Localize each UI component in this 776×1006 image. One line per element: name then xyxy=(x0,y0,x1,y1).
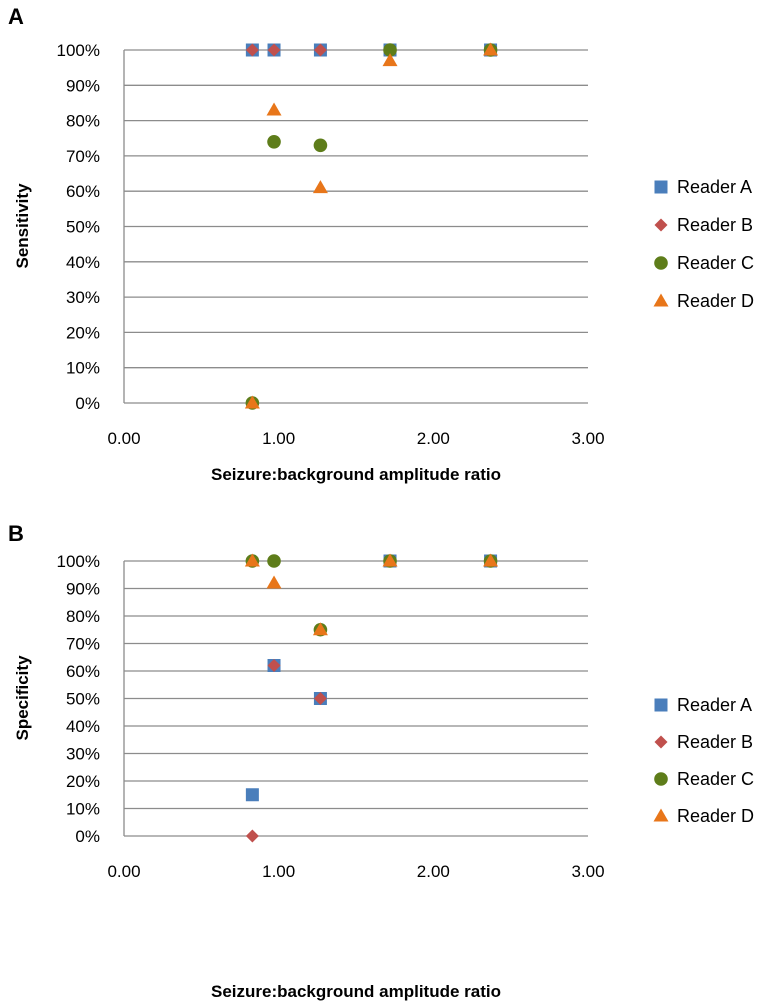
data-point-circle xyxy=(267,554,281,568)
y-tick-label: 30% xyxy=(66,745,100,764)
legend-label: Reader A xyxy=(677,695,752,715)
x-tick-label: 3.00 xyxy=(571,429,604,448)
x-tick-labels-b: 0.00 1.00 2.00 3.00 xyxy=(107,862,604,881)
data-point-triangle xyxy=(382,53,398,67)
data-point-diamond xyxy=(267,43,281,57)
y-tick-label: 40% xyxy=(66,253,100,272)
chart-panel-b: B 0% 10% 20% 30% 40% 50% 60% 70% 80% 90% 100% 0.00… xyxy=(8,521,754,1001)
data-point-triangle xyxy=(244,553,260,567)
legend-marker-circle xyxy=(654,256,668,270)
data-point-circle xyxy=(383,43,397,57)
x-tick-label: 2.00 xyxy=(417,429,450,448)
y-tick-label: 50% xyxy=(66,690,100,709)
x-tick-label: 1.00 xyxy=(262,429,295,448)
legend-label: Reader C xyxy=(677,769,754,789)
legend-item: Reader B xyxy=(654,732,753,752)
data-point-diamond xyxy=(313,692,327,705)
legend-label: Reader C xyxy=(677,253,754,273)
legend-marker-square xyxy=(654,698,668,712)
legend-label: Reader D xyxy=(677,806,754,826)
x-tick-labels-a: 0.00 1.00 2.00 3.00 xyxy=(107,429,604,448)
grid-b xyxy=(123,560,588,837)
x-axis-title-b: Seizure:background amplitude ratio xyxy=(211,982,501,1001)
y-tick-label: 90% xyxy=(66,580,100,599)
legend-a: Reader A Reader B Reader C Reader D xyxy=(653,177,754,311)
y-tick-label: 20% xyxy=(66,772,100,791)
y-axis-title-a: Sensitivity xyxy=(13,183,32,269)
y-tick-labels-b: 0% 10% 20% 30% 40% 50% 60% 70% 80% 90% 100% xyxy=(57,552,100,846)
data-point-triangle xyxy=(266,102,282,116)
y-axis-title-b: Specificity xyxy=(13,655,32,741)
data-point-triangle xyxy=(483,42,499,56)
data-point-diamond xyxy=(313,43,327,57)
legend-marker-circle xyxy=(654,772,668,786)
legend-item: Reader C xyxy=(654,769,754,789)
y-tick-label: 70% xyxy=(66,147,100,166)
data-point-diamond xyxy=(267,659,281,672)
y-tick-label: 30% xyxy=(66,288,100,307)
legend-item: Reader B xyxy=(654,215,753,235)
y-tick-label: 10% xyxy=(66,359,100,378)
y-tick-label: 0% xyxy=(75,827,100,846)
legend-label: Reader B xyxy=(677,732,753,752)
legend-marker-triangle xyxy=(653,808,669,822)
data-point-triangle xyxy=(483,553,499,567)
data-point-diamond xyxy=(245,829,259,843)
x-tick-label: 3.00 xyxy=(571,862,604,881)
y-tick-label: 100% xyxy=(57,552,100,571)
y-tick-label: 100% xyxy=(57,41,100,60)
data-point-triangle xyxy=(266,575,282,589)
legend-item: Reader D xyxy=(653,806,754,826)
x-tick-label: 1.00 xyxy=(262,862,295,881)
y-tick-label: 80% xyxy=(66,112,100,131)
x-axis-title-a: Seizure:background amplitude ratio xyxy=(211,465,501,484)
y-tick-label: 50% xyxy=(66,218,100,237)
data-point-triangle xyxy=(312,622,328,636)
data-point-triangle xyxy=(382,553,398,567)
x-tick-label: 2.00 xyxy=(417,862,450,881)
legend-label: Reader D xyxy=(677,291,754,311)
y-tick-label: 60% xyxy=(66,662,100,681)
legend-marker-diamond xyxy=(654,218,668,232)
data-point-circle xyxy=(267,134,281,149)
legend-marker-square xyxy=(654,180,668,194)
data-point-diamond xyxy=(245,43,259,57)
legend-item: Reader A xyxy=(654,695,752,715)
data-point-triangle xyxy=(312,180,328,194)
y-tick-label: 80% xyxy=(66,607,100,626)
y-tick-label: 60% xyxy=(66,182,100,201)
panel-label-a: A xyxy=(8,4,24,29)
legend-b: Reader A Reader B Reader C Reader D xyxy=(653,695,754,826)
legend-item: Reader D xyxy=(653,291,754,311)
legend-marker-diamond xyxy=(654,735,668,749)
panel-label-b: B xyxy=(8,521,24,546)
y-tick-label: 0% xyxy=(75,394,100,413)
legend-label: Reader A xyxy=(677,177,752,197)
grid-a xyxy=(123,49,588,404)
chart-panel-a: A 0% 10% 20% 30% 40% 50% 60% 70% 80% 90% 100% 0.00… xyxy=(8,4,754,484)
legend-label: Reader B xyxy=(677,215,753,235)
y-tick-label: 90% xyxy=(66,76,100,95)
legend-item: Reader A xyxy=(654,177,752,197)
x-tick-label: 0.00 xyxy=(107,862,140,881)
x-tick-label: 0.00 xyxy=(107,429,140,448)
y-tick-labels-a: 0% 10% 20% 30% 40% 50% 60% 70% 80% 90% 100% xyxy=(57,41,100,413)
data-point-circle xyxy=(313,138,328,153)
markers-b xyxy=(244,553,499,843)
y-tick-label: 20% xyxy=(66,323,100,342)
y-tick-label: 10% xyxy=(66,800,100,819)
y-tick-label: 70% xyxy=(66,635,100,654)
legend-item: Reader C xyxy=(654,253,754,273)
y-tick-label: 40% xyxy=(66,717,100,736)
data-point-square xyxy=(245,788,259,802)
legend-marker-triangle xyxy=(653,293,669,307)
data-point-triangle xyxy=(244,395,260,409)
markers-a xyxy=(244,42,499,410)
